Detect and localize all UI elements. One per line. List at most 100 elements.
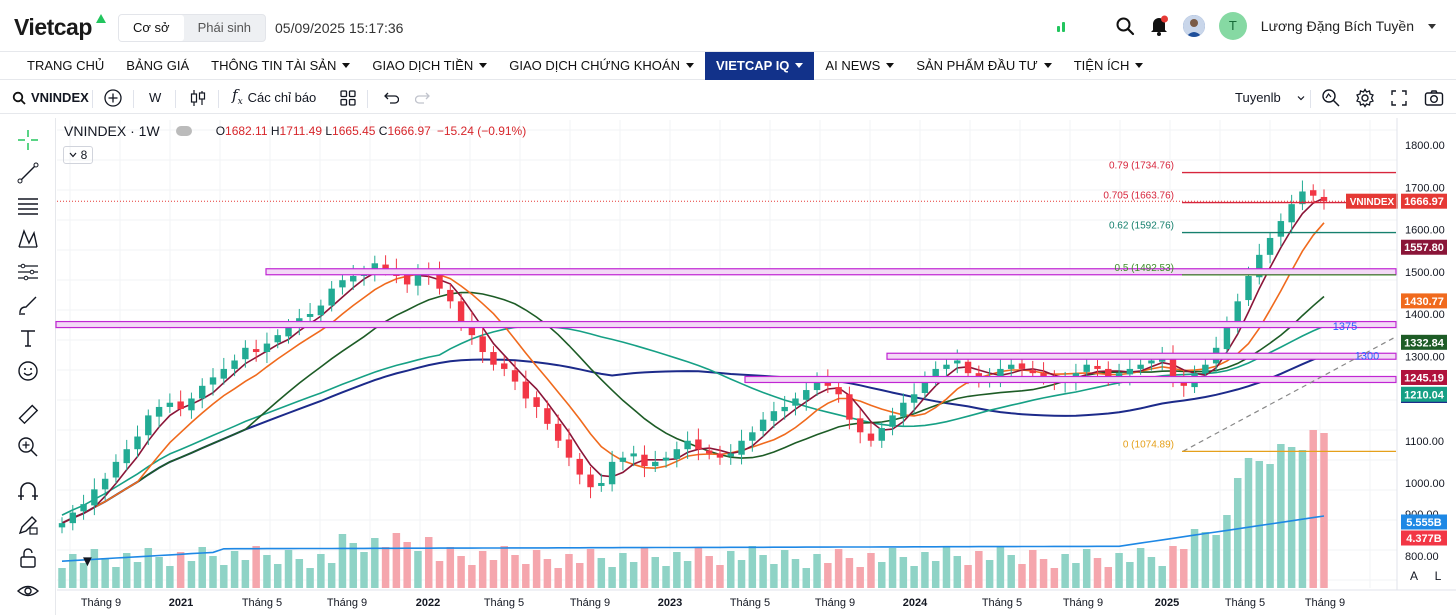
layout-selector[interactable]: Tuyenlb [1235,88,1306,108]
candle-body [501,363,508,369]
volume-bar [1136,548,1145,588]
candle-body [231,360,238,369]
trendline-tool[interactable] [14,159,42,187]
nav-item-8[interactable]: TIỆN ÍCH [1063,52,1155,80]
segment-co-so[interactable]: Cơ sở [119,15,184,41]
volume-bar [532,550,541,588]
profile-photo-avatar[interactable] [1182,15,1205,37]
crosshair-tool[interactable] [14,126,42,154]
divider [133,90,134,108]
nav-item-2[interactable]: THÔNG TIN TÀI SẢN [200,52,361,80]
camera-icon [1424,90,1444,106]
candle-body [1310,190,1317,196]
volume-bar [522,564,530,588]
fullscreen-button[interactable] [1390,88,1408,108]
price-badge-value: 1332.84 [1404,337,1445,349]
candle-body [285,326,292,337]
segment-phai-sinh[interactable]: Phái sinh [197,20,252,35]
user-initial-avatar[interactable]: T [1218,12,1247,40]
candle-body [393,269,400,276]
volume-bar [1050,568,1059,588]
log-scale-button[interactable]: L [1434,569,1442,583]
x-tick-label: Tháng 5 [484,597,524,609]
screenshot-button[interactable] [1424,88,1444,108]
indicator-count-toggle[interactable]: 8 [63,146,93,164]
auto-scale-button[interactable]: A [1409,569,1418,583]
candle-body [1115,373,1123,377]
volume-badge-value: 4.377B [1406,533,1442,545]
projection-tool[interactable] [14,258,42,286]
quick-search-button[interactable] [1321,88,1341,108]
x-tick-label: Tháng 9 [815,597,855,609]
volume-bar [834,549,843,588]
fib-level-label: 0.705 (1663.76) [1103,191,1174,202]
price-badge [1401,293,1447,309]
legend-toggle-icon[interactable] [175,126,192,136]
visibility-tool[interactable] [14,577,42,605]
fib-tool[interactable] [14,192,42,220]
candle-body [986,377,993,381]
candle-body [1234,301,1241,323]
connection-signal-icon [1056,20,1067,32]
chart-type-button[interactable] [189,88,207,108]
user-name[interactable]: Lương Đặng Bích Tuyền [1260,18,1414,34]
volume-bar [565,554,573,588]
magnet-tool[interactable] [14,478,42,506]
volume-bar [1104,567,1113,588]
nav-item-1[interactable]: BẢNG GIÁ [115,52,200,80]
price-badge [1401,334,1447,350]
candle-body [587,474,594,488]
volume-bar [1007,555,1015,588]
brush-tool[interactable] [14,291,42,319]
fib-level-label: 0 (1074.89) [1123,439,1174,450]
nav-item-3[interactable]: GIAO DỊCH TIỀN [361,52,498,80]
nav-item-5[interactable]: VIETCAP IQ [704,51,815,80]
volume-bar [597,558,606,588]
volume-bar [985,560,994,588]
candle-body [533,397,540,407]
compare-symbol-button[interactable] [103,88,123,108]
interval-button[interactable]: W [149,90,162,105]
settings-button[interactable] [1355,88,1375,108]
draw-mode-tool[interactable] [14,511,42,539]
fib-level-label: 0.62 (1592.76) [1109,221,1174,232]
candle-body [1320,196,1328,202]
nav-item-6[interactable]: AI NEWS [814,52,905,80]
nav-item-0[interactable]: TRANG CHỦ [16,52,115,80]
candle-body [975,373,983,382]
symbol-search[interactable]: VNINDEX [12,88,89,108]
text-tool[interactable] [14,324,42,352]
measure-tool[interactable] [14,400,42,428]
divider [175,90,176,108]
indicators-label: Các chỉ báo [247,90,317,105]
candle-body [1126,368,1134,375]
caret-down-icon [886,63,895,68]
pattern-tool[interactable] [14,225,42,253]
candle-body [673,449,681,459]
notification-bell-icon[interactable] [1149,15,1169,37]
ma-50-line [61,222,1325,524]
nav-item-4[interactable]: GIAO DỊCH CHỨNG KHOÁN [498,52,705,80]
emoji-tool[interactable] [14,357,42,385]
search-icon[interactable] [1115,16,1135,36]
brush-icon [19,296,37,315]
undo-button[interactable] [381,88,399,108]
candle-body [630,453,637,457]
nav-item-label: TRANG CHỦ [27,57,105,73]
volume-bar [1287,447,1296,588]
candle-body [1148,360,1155,364]
vietcap-logo[interactable]: Vietcap [14,14,92,40]
candle-body [1051,376,1058,382]
ma-200-line [61,354,1325,525]
lock-tool[interactable] [14,544,42,572]
candle-body [824,380,832,386]
user-menu-chevron-icon[interactable] [1428,23,1436,29]
redo-button[interactable] [415,88,433,108]
zoom-tool[interactable] [14,433,42,461]
candle-body [781,406,788,412]
nav-item-7[interactable]: SẢN PHẨM ĐẦU TƯ [905,52,1062,80]
x-tick-label: Tháng 9 [327,597,367,609]
indicators-button[interactable]: fx Các chỉ báo [232,86,317,108]
templates-button[interactable] [339,88,357,108]
legend-change: −15.24 (−0.91%) [436,124,527,138]
